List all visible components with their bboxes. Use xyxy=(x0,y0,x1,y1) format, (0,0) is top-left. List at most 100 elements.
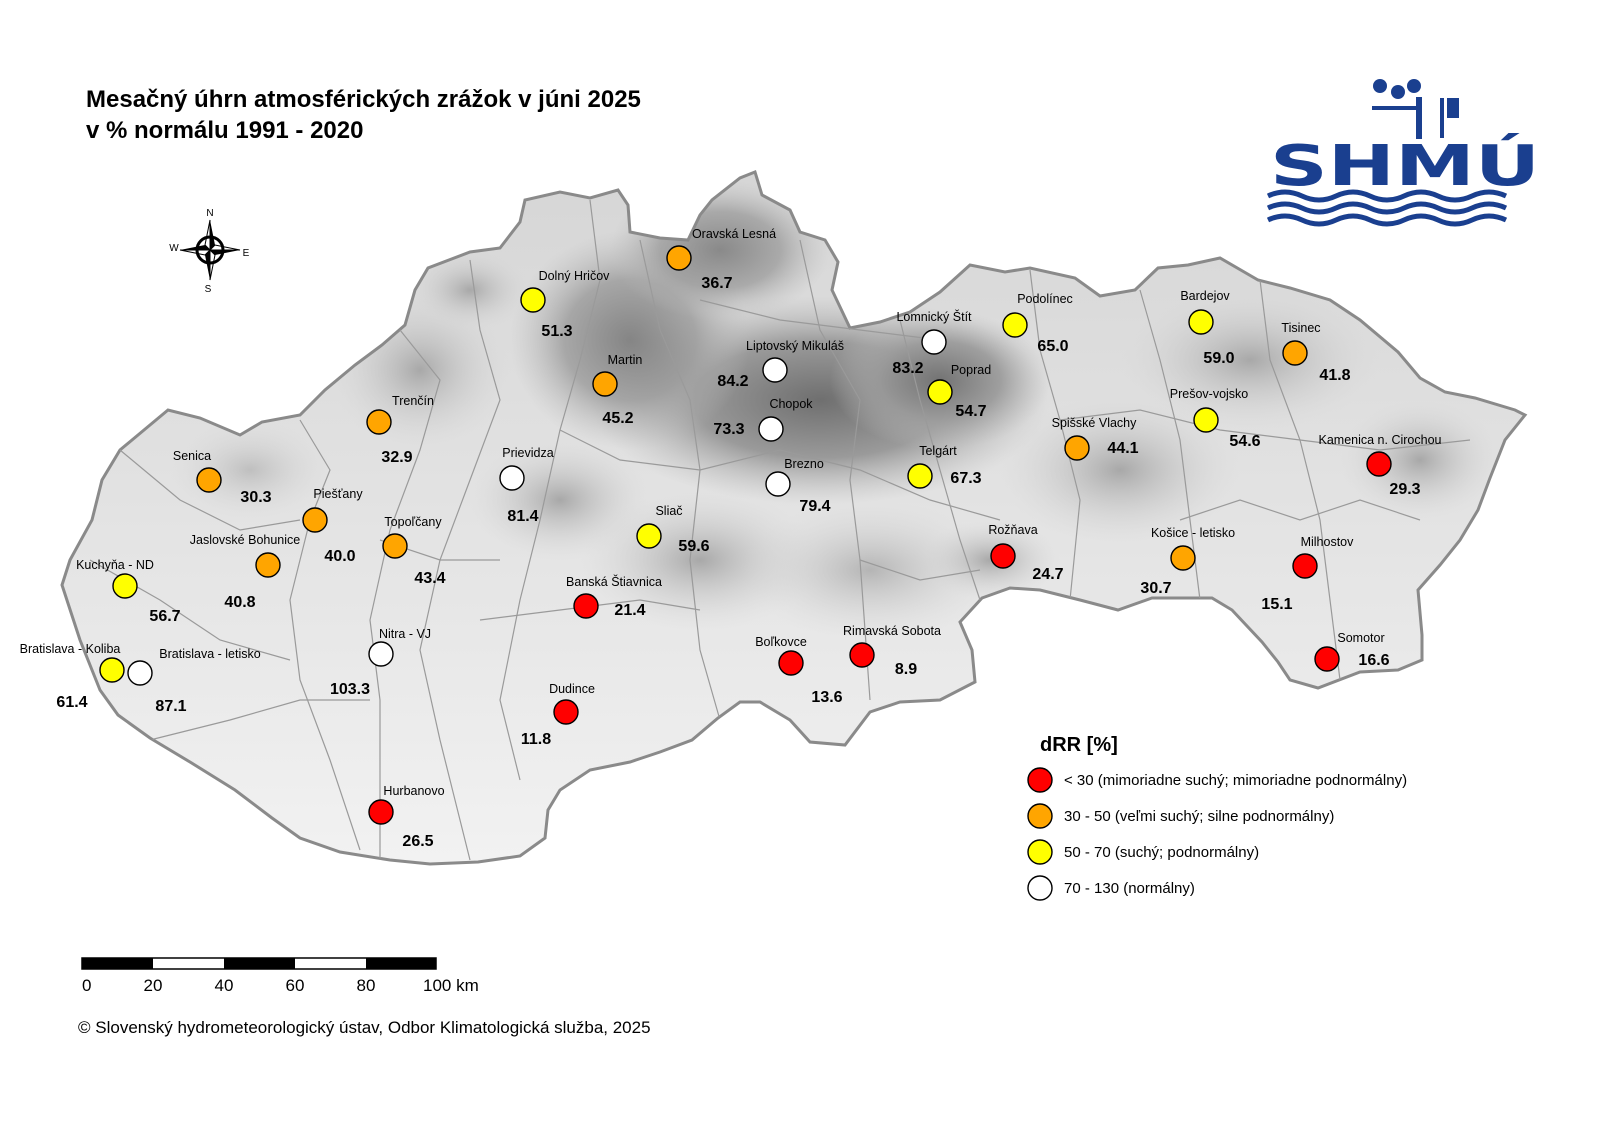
station-10-name: Prešov-vojsko xyxy=(1170,387,1249,401)
scale-bar: 0 20 40 60 80 100 km xyxy=(81,957,479,995)
station-30-value: 87.1 xyxy=(155,698,186,715)
station-12-marker xyxy=(758,416,784,442)
legend: dRR [%] < 30 (mimoriadne suchý; mimoriad… xyxy=(1027,734,1407,901)
scale-tick-4: 60 xyxy=(286,976,305,995)
station-30: Bratislava - letisko 87.1 xyxy=(127,647,261,715)
station-22: Jaslovské Bohunice 40.8 xyxy=(190,533,301,611)
station-33: Somotor 16.6 xyxy=(1314,631,1390,672)
station-35-name: Hurbanovo xyxy=(383,784,444,798)
station-17-name: Telgárt xyxy=(919,444,957,458)
station-8: Martin 45.2 xyxy=(592,353,643,427)
station-2-marker xyxy=(520,287,546,313)
station-4: Podolínec 65.0 xyxy=(1002,292,1073,355)
station-14-name: Kamenica n. Cirochou xyxy=(1319,433,1442,447)
station-12: Chopok 73.3 xyxy=(713,397,813,442)
station-13-name: Spišské Vlachy xyxy=(1052,416,1138,430)
station-31-value: 13.6 xyxy=(811,689,842,706)
legend-swatch-2 xyxy=(1027,803,1053,829)
station-29: Bratislava - Koliba 61.4 xyxy=(20,642,125,711)
station-9-value: 54.7 xyxy=(955,403,986,420)
station-13-value: 44.1 xyxy=(1107,440,1138,457)
station-20-name: Sliač xyxy=(655,504,682,518)
station-25-marker xyxy=(1292,553,1318,579)
station-11-name: Trenčín xyxy=(392,394,434,408)
station-31-marker xyxy=(778,650,804,676)
station-7-marker xyxy=(762,357,788,383)
station-34: Dudince 11.8 xyxy=(521,682,595,748)
station-9-name: Poprad xyxy=(951,363,991,377)
station-27-name: Banská Štiavnica xyxy=(566,574,662,589)
scale-tick-5: 80 xyxy=(357,976,376,995)
station-23-value: 24.7 xyxy=(1032,566,1063,583)
scale-tick-3: 40 xyxy=(215,976,234,995)
station-32-name: Rimavská Sobota xyxy=(843,624,941,638)
station-8-name: Martin xyxy=(608,353,643,367)
station-4-marker xyxy=(1002,312,1028,338)
legend-title: dRR [%] xyxy=(1040,734,1118,756)
station-3: Lomnický Štít 83.2 xyxy=(892,309,972,377)
station-15-name: Senica xyxy=(173,449,211,463)
station-5-marker xyxy=(1188,309,1214,335)
station-2-value: 51.3 xyxy=(541,323,572,340)
station-29-name: Bratislava - Koliba xyxy=(20,642,121,656)
logo-text: SHMÚ xyxy=(1270,134,1540,199)
station-1-marker xyxy=(666,245,692,271)
legend-label-3: 50 - 70 (suchý; podnormálny) xyxy=(1064,844,1259,861)
station-21-value: 43.4 xyxy=(414,570,445,587)
station-7: Liptovský Mikuláš 84.2 xyxy=(717,339,844,390)
station-7-name: Liptovský Mikuláš xyxy=(746,339,844,353)
legend-label-1: < 30 (mimoriadne suchý; mimoriadne podno… xyxy=(1064,772,1407,789)
station-markers: Oravská Lesná 36.7 Dolný Hričov 51.3 Lomnick… xyxy=(20,227,1442,850)
station-35-value: 26.5 xyxy=(402,833,433,850)
station-15-value: 30.3 xyxy=(240,489,271,506)
station-1-value: 36.7 xyxy=(701,275,732,292)
legend-label-4: 70 - 130 (normálny) xyxy=(1064,880,1195,897)
station-3-value: 83.2 xyxy=(892,360,923,377)
station-16-marker xyxy=(499,465,525,491)
anemometer-icon xyxy=(1372,79,1459,139)
station-25-name: Milhostov xyxy=(1301,535,1355,549)
station-26-marker xyxy=(112,573,138,599)
station-22-marker xyxy=(255,552,281,578)
station-19-marker xyxy=(302,507,328,533)
station-21: Topoľčany 43.4 xyxy=(382,515,446,587)
station-20-value: 59.6 xyxy=(678,538,709,555)
station-26-name: Kuchyňa - ND xyxy=(76,558,154,572)
station-8-value: 45.2 xyxy=(602,410,633,427)
compass-rose: N S E W xyxy=(169,208,249,295)
station-25-value: 15.1 xyxy=(1261,596,1292,613)
station-6-value: 41.8 xyxy=(1319,367,1350,384)
station-22-name: Jaslovské Bohunice xyxy=(190,533,301,547)
station-28-name: Nitra - VJ xyxy=(379,627,431,641)
station-11: Trenčín 32.9 xyxy=(366,394,434,466)
station-15: Senica 30.3 xyxy=(173,449,272,506)
station-16-value: 81.4 xyxy=(507,508,538,525)
station-32-value: 8.9 xyxy=(895,661,917,678)
station-18: Brezno 79.4 xyxy=(765,457,831,515)
station-34-marker xyxy=(553,699,579,725)
station-19: Piešťany 40.0 xyxy=(302,487,363,565)
station-2: Dolný Hričov 51.3 xyxy=(520,269,610,340)
compass-east-label: E xyxy=(243,248,250,259)
station-35-marker xyxy=(368,799,394,825)
station-35: Hurbanovo 26.5 xyxy=(368,784,445,850)
compass-north-label: N xyxy=(206,208,213,219)
station-13-marker xyxy=(1064,435,1090,461)
shmu-logo: SHMÚ xyxy=(1266,79,1540,227)
station-14-value: 29.3 xyxy=(1389,481,1420,498)
station-31: Boľkovce 13.6 xyxy=(755,635,842,706)
station-21-marker xyxy=(382,533,408,559)
station-9-marker xyxy=(927,379,953,405)
station-1: Oravská Lesná 36.7 xyxy=(666,227,776,292)
station-4-value: 65.0 xyxy=(1037,338,1068,355)
station-5: Bardejov 59.0 xyxy=(1180,289,1234,367)
station-17: Telgárt 67.3 xyxy=(907,444,982,489)
legend-label-2: 30 - 50 (veľmi suchý; silne podnormálny) xyxy=(1064,808,1334,825)
station-18-value: 79.4 xyxy=(799,498,830,515)
station-10-marker xyxy=(1193,407,1219,433)
map-title: Mesačný úhrn atmosférických zrážok v jún… xyxy=(86,84,641,146)
station-33-marker xyxy=(1314,646,1340,672)
station-17-value: 67.3 xyxy=(950,470,981,487)
compass-west-label: W xyxy=(169,243,179,254)
